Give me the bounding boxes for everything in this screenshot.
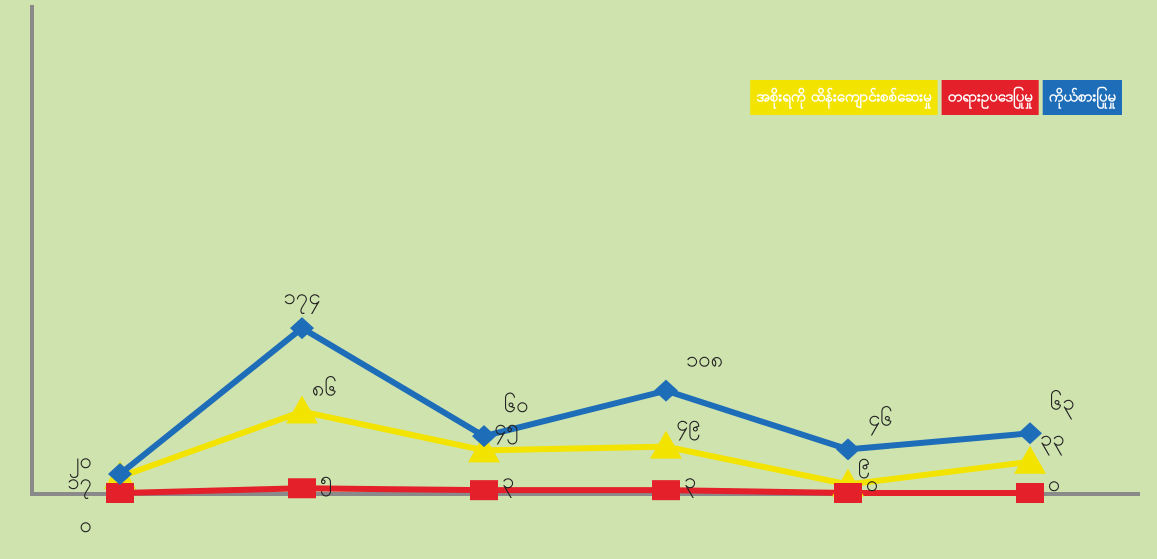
value-label: ၉ <box>858 449 870 478</box>
legend-swatch <box>1042 80 1122 115</box>
line <box>118 408 1031 488</box>
marker <box>650 430 682 459</box>
legend-swatch <box>750 80 938 115</box>
value-label: ၄၆ <box>868 405 893 435</box>
marker <box>836 438 860 461</box>
marker <box>468 434 500 463</box>
marker <box>290 317 314 340</box>
value-label: ၄၉ <box>676 412 701 441</box>
value-label: ၈၆ <box>312 376 337 402</box>
marker <box>834 483 862 503</box>
value-label: ၁၇ <box>67 470 92 499</box>
value-label: ၆၃ <box>1050 389 1075 419</box>
marker <box>288 478 316 499</box>
line <box>118 325 1031 477</box>
marker <box>286 395 318 424</box>
marker <box>470 480 498 501</box>
value-label: ၁၀၈ <box>686 348 723 373</box>
marker <box>1016 483 1044 503</box>
legend-item: ကိုယ်စားပြုမှု <box>1042 80 1122 115</box>
value-label: ၃ <box>502 469 514 498</box>
value-label: ၆၀ <box>504 392 529 418</box>
marker <box>654 379 678 402</box>
value-label: ၃ <box>684 469 696 498</box>
legend-item: တရားဥပဒေပြုမှု <box>941 80 1039 115</box>
value-label: ၃၃ <box>1040 427 1065 456</box>
value-label: ၂၀ <box>69 449 92 478</box>
legend-swatch <box>941 80 1039 115</box>
value-label: ၀ <box>1048 472 1060 497</box>
marker <box>472 425 496 448</box>
value-label: ၁၇၄ <box>283 285 320 314</box>
value-label: ၀ <box>80 513 92 538</box>
marker <box>1014 445 1046 474</box>
value-label: ၀ <box>866 472 878 497</box>
legend-label: အစိုးရကို ထိန်းကျောင်းစစ်ဆေးမှု <box>756 87 932 110</box>
marker <box>106 483 134 503</box>
marker <box>108 463 132 486</box>
value-label: ၅ <box>320 467 332 496</box>
marker <box>652 480 680 501</box>
marker <box>1018 422 1042 445</box>
line <box>119 485 1030 496</box>
value-label: ၄၅ <box>494 415 519 444</box>
legend-item: အစိုးရကို ထိန်းကျောင်းစစ်ဆေးမှု <box>750 80 938 115</box>
